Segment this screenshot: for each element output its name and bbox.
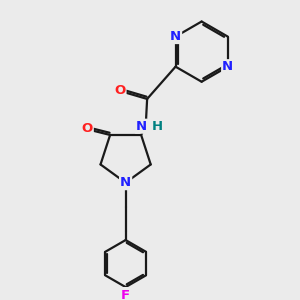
Text: H: H	[152, 120, 163, 133]
Text: F: F	[121, 289, 130, 300]
Text: O: O	[82, 122, 93, 135]
Text: N: N	[170, 30, 181, 43]
Text: N: N	[222, 60, 233, 73]
Text: N: N	[120, 176, 131, 189]
Text: O: O	[114, 84, 125, 97]
Text: N: N	[136, 120, 147, 133]
